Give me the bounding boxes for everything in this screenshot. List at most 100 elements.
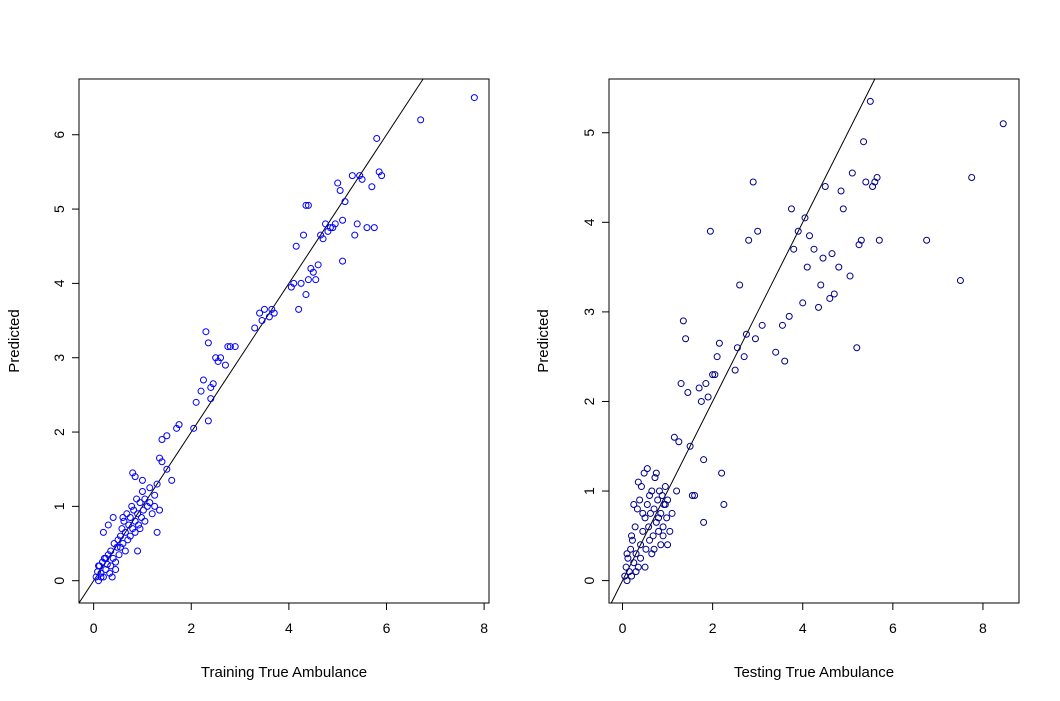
data-point (661, 500, 669, 508)
data-point (231, 343, 239, 351)
data-point (923, 236, 931, 244)
data-point (700, 456, 708, 464)
data-point (95, 562, 103, 570)
data-point (314, 261, 322, 269)
data-point (326, 224, 334, 232)
data-point (684, 389, 692, 397)
data-point (648, 487, 656, 495)
data-point (709, 371, 717, 379)
data-point (639, 527, 647, 535)
data-point (745, 236, 753, 244)
data-point (860, 138, 868, 146)
y-tick-label: 5 (581, 129, 597, 137)
data-point (670, 433, 678, 441)
data-point (718, 469, 726, 477)
data-point (817, 281, 825, 289)
data-point (151, 491, 159, 499)
y-tick-label: 3 (51, 354, 67, 362)
data-point (830, 290, 838, 298)
data-point (837, 187, 845, 195)
training-reference-line (78, 78, 424, 604)
y-tick-label: 5 (51, 205, 67, 213)
data-point (151, 502, 159, 510)
data-point (258, 317, 266, 325)
data-point (652, 469, 660, 477)
data-point (642, 545, 650, 553)
data-point (658, 492, 666, 500)
data-point (704, 393, 712, 401)
data-point (803, 263, 811, 271)
data-point (221, 361, 229, 369)
data-point (126, 532, 134, 540)
data-point (300, 231, 308, 239)
training-points (92, 94, 478, 585)
data-point (873, 174, 881, 182)
data-point (799, 299, 807, 307)
data-point (158, 435, 166, 443)
data-point (646, 509, 654, 517)
data-point (121, 528, 129, 536)
data-point (175, 421, 183, 429)
data-point (679, 317, 687, 325)
data-point (99, 528, 107, 536)
data-point (470, 94, 478, 102)
data-point (136, 499, 144, 507)
training-y-axis-title: Predicted (6, 309, 23, 372)
data-point (104, 521, 112, 529)
data-point (790, 245, 798, 253)
testing-y-axis-title: Predicted (535, 309, 552, 372)
reference-line (78, 78, 424, 604)
data-point (862, 178, 870, 186)
data-point (295, 305, 303, 313)
data-point (657, 541, 665, 549)
data-point (649, 532, 657, 540)
testing-x-axis: 0 2 4 6 8 (619, 603, 987, 636)
x-tick-label: 2 (187, 620, 195, 636)
data-point (146, 499, 154, 507)
testing-x-axis-title: Testing True Ambulance (734, 664, 894, 681)
data-point (691, 492, 699, 500)
data-point (848, 169, 856, 177)
data-point (810, 245, 818, 253)
data-point (378, 172, 386, 180)
data-point (632, 568, 640, 576)
data-point (302, 201, 310, 209)
data-point (141, 517, 149, 525)
data-point (821, 182, 829, 190)
data-point (634, 478, 642, 486)
data-point (304, 276, 312, 284)
data-point (353, 220, 361, 228)
data-point (675, 438, 683, 446)
data-point (97, 573, 105, 581)
data-point (742, 330, 750, 338)
data-point (116, 543, 124, 551)
data-point (826, 294, 834, 302)
data-point (128, 502, 136, 510)
data-point (668, 509, 676, 517)
data-point (134, 510, 142, 518)
data-point (153, 528, 161, 536)
data-point (199, 376, 207, 384)
data-point (108, 573, 116, 581)
x-tick-label: 2 (709, 620, 717, 636)
data-point (163, 465, 171, 473)
data-point (135, 521, 143, 529)
testing-y-axis: 0 1 2 3 4 5 (581, 129, 609, 585)
data-point (119, 514, 127, 522)
data-point (197, 387, 205, 395)
data-point (251, 324, 259, 332)
data-point (109, 514, 117, 522)
data-point (785, 312, 793, 320)
data-point (256, 309, 264, 317)
data-point (866, 97, 874, 105)
data-point (136, 525, 144, 533)
data-point (116, 532, 124, 540)
data-point (297, 279, 305, 287)
data-point (168, 476, 176, 484)
data-point (819, 254, 827, 262)
data-point (99, 573, 107, 581)
data-point (648, 550, 656, 558)
data-point (740, 353, 748, 361)
data-point (202, 328, 210, 336)
